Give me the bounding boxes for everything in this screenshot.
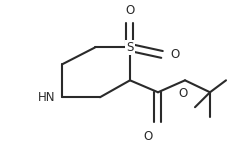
Text: O: O bbox=[143, 130, 152, 143]
Text: O: O bbox=[125, 4, 134, 17]
Text: O: O bbox=[178, 87, 187, 100]
Text: O: O bbox=[169, 48, 178, 61]
Text: S: S bbox=[126, 41, 133, 54]
Text: HN: HN bbox=[37, 91, 55, 104]
